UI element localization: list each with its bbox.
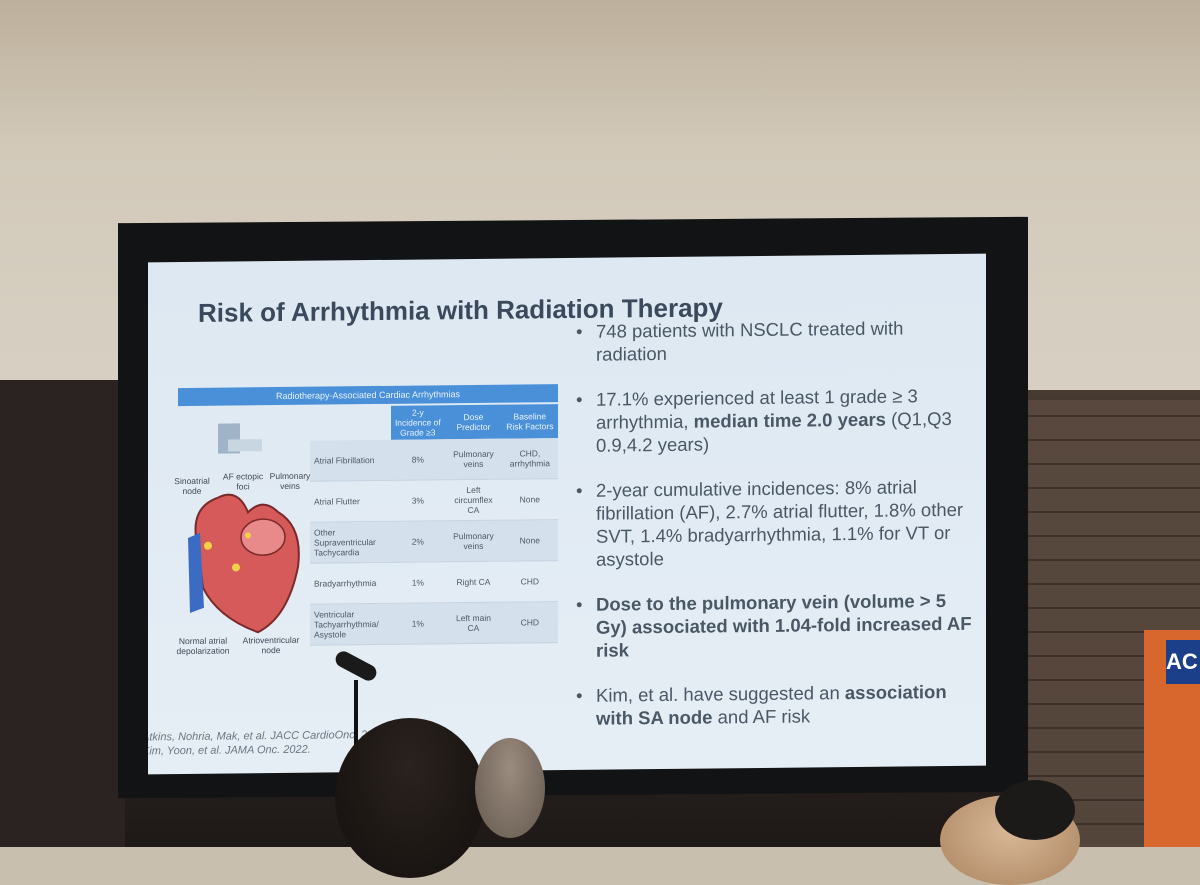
row-label: Bradyarrhythmia bbox=[310, 562, 391, 605]
table-row: Other Supraventricular Tachycardia 2% Pu… bbox=[310, 519, 558, 564]
bullet-grade3: 17.1% experienced at least 1 grade ≥ 3 a… bbox=[576, 384, 976, 457]
row-predictor: Left circumflex CA bbox=[445, 479, 502, 521]
left-curtain bbox=[0, 380, 125, 847]
row-risk: None bbox=[501, 478, 558, 521]
bullet-text: 2-year cumulative incidences: 8% atrial … bbox=[596, 476, 964, 570]
row-risk: CHD bbox=[501, 560, 558, 603]
row-label: Atrial Flutter bbox=[310, 480, 391, 523]
label-af-foci: AF ectopic foci bbox=[222, 471, 264, 492]
bullet-text: Kim, et al. have suggested an bbox=[596, 682, 845, 706]
row-label: Ventricular Tachyarrhythmia/ Asystole bbox=[310, 603, 391, 646]
col-incidence: 2-y Incidence of Grade ≥3 bbox=[390, 405, 446, 440]
label-av-node: Atrioventricular node bbox=[242, 634, 300, 656]
row-incidence: 8% bbox=[390, 439, 446, 481]
label-normal-atrial: Normal atrial depolarization bbox=[176, 635, 230, 657]
table-row: Ventricular Tachyarrhythmia/ Asystole 1%… bbox=[310, 601, 558, 646]
row-risk: CHD, arrhythmia bbox=[501, 438, 558, 480]
audience-head bbox=[995, 780, 1075, 840]
table-row: Atrial Flutter 3% Left circumflex CA Non… bbox=[310, 478, 558, 523]
row-incidence: 2% bbox=[390, 520, 446, 563]
label-sinoatrial: Sinoatrial node bbox=[174, 475, 210, 497]
row-predictor: Right CA bbox=[445, 561, 502, 603]
row-incidence: 1% bbox=[390, 561, 446, 604]
audience-head bbox=[475, 738, 545, 838]
bullet-bold-text: median time 2.0 years bbox=[693, 408, 886, 432]
row-incidence: 1% bbox=[390, 602, 446, 645]
bullet-text: and AF risk bbox=[712, 705, 811, 728]
col-dose: Dose Predictor bbox=[445, 404, 502, 440]
bullet-dose: Dose to the pulmonary vein (volume > 5 G… bbox=[576, 589, 976, 662]
audience-head bbox=[335, 718, 485, 878]
table-row: Atrial Fibrillation 8% Pulmonary veins C… bbox=[310, 438, 558, 482]
reference-1: Atkins, Nohria, Mak, et al. JACC CardioO… bbox=[148, 728, 386, 744]
row-predictor: Pulmonary veins bbox=[445, 520, 502, 562]
bullet-kim: Kim, et al. have suggested an associatio… bbox=[576, 680, 976, 730]
row-incidence: 3% bbox=[390, 479, 446, 522]
table-corner bbox=[310, 406, 391, 441]
arrhythmia-table: 2-y Incidence of Grade ≥3 Dose Predictor… bbox=[310, 404, 558, 646]
bullet-list: 748 patients with NSCLC treated with rad… bbox=[576, 316, 976, 752]
presentation-slide: Risk of Arrhythmia with Radiation Therap… bbox=[148, 253, 986, 775]
row-label: Other Supraventricular Tachycardia bbox=[310, 521, 391, 564]
bullet-incidences: 2-year cumulative incidences: 8% atrial … bbox=[576, 475, 976, 571]
col-risk: Baseline Risk Factors bbox=[501, 404, 558, 439]
figure-header: Radiotherapy-Associated Cardiac Arrhythm… bbox=[178, 384, 558, 407]
row-predictor: Pulmonary veins bbox=[445, 438, 502, 480]
row-label: Atrial Fibrillation bbox=[310, 439, 391, 482]
bullet-bold-text: Dose to the pulmonary vein (volume > 5 G… bbox=[596, 590, 972, 661]
row-risk: CHD bbox=[501, 601, 558, 644]
bullet-patients: 748 patients with NSCLC treated with rad… bbox=[576, 316, 976, 366]
heart-illustration bbox=[188, 423, 300, 634]
row-risk: None bbox=[501, 519, 558, 562]
row-predictor: Left main CA bbox=[445, 602, 502, 644]
event-banner-text: AC bbox=[1166, 640, 1200, 684]
bullet-text: 748 patients with NSCLC treated with rad… bbox=[596, 317, 904, 365]
microphone-stand bbox=[354, 680, 358, 750]
table-row: Bradyarrhythmia 1% Right CA CHD bbox=[310, 560, 558, 605]
label-pulmonary-veins: Pulmonary veins bbox=[269, 470, 311, 492]
arrhythmia-figure: Radiotherapy-Associated Cardiac Arrhythm… bbox=[174, 384, 558, 668]
